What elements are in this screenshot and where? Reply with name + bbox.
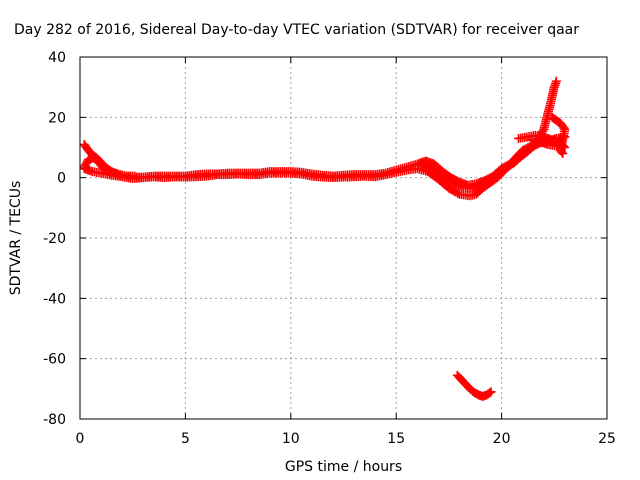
data-point <box>557 147 567 157</box>
grid <box>80 57 607 419</box>
series-5 <box>547 112 570 159</box>
x-axis-title: GPS time / hours <box>285 459 402 475</box>
y-axis-title: SDTVAR / TECUs <box>8 181 24 296</box>
y-tick-label: 20 <box>48 110 66 126</box>
plot-area <box>80 57 607 419</box>
data-point <box>486 387 496 397</box>
y-tick-label: -80 <box>43 412 66 428</box>
data-point <box>453 188 463 198</box>
x-tick-label: 25 <box>598 431 616 447</box>
x-tick-label: 15 <box>387 431 405 447</box>
x-tick-label: 0 <box>76 431 85 447</box>
x-tick-label: 10 <box>282 431 300 447</box>
data-point <box>485 388 495 398</box>
data-point <box>538 126 548 136</box>
x-tick-label: 20 <box>493 431 511 447</box>
series-3 <box>416 135 553 193</box>
y-tick-label: 40 <box>48 50 66 66</box>
data-point <box>526 135 536 145</box>
y-tick-label: -60 <box>43 352 66 368</box>
data-point <box>551 76 561 86</box>
y-tick-label: -40 <box>43 291 66 307</box>
ticks: 0 5 10 15 20 25 -80 -60 -40 -20 0 20 40 <box>43 50 616 447</box>
y-tick-label: -20 <box>43 231 66 247</box>
x-tick-label: 5 <box>181 431 190 447</box>
data-points <box>79 76 570 401</box>
y-tick-label: 0 <box>57 171 66 187</box>
plot-border <box>79 56 608 420</box>
data-point <box>558 149 568 159</box>
series-6 <box>452 370 496 401</box>
chart-title: Day 282 of 2016, Sidereal Day-to-day VTE… <box>14 22 579 38</box>
